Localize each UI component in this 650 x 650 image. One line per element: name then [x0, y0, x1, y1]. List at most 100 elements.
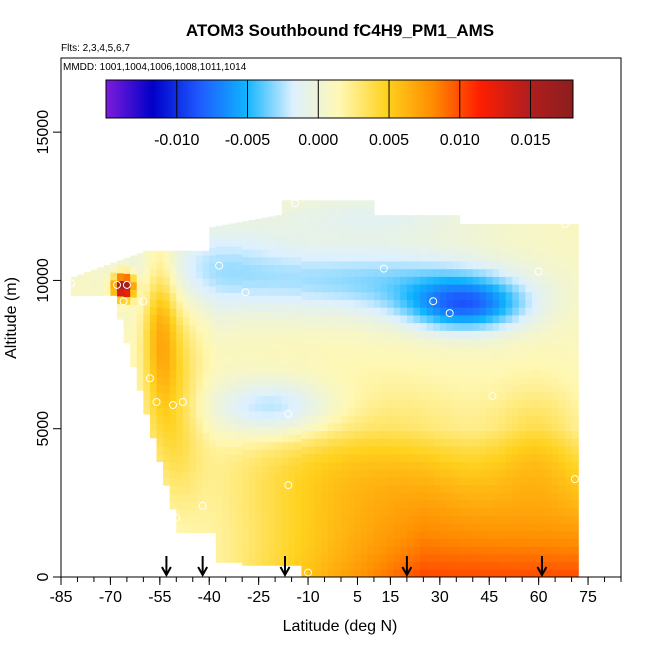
heatmap-cell: [565, 299, 573, 308]
heatmap-cell: [288, 333, 296, 343]
heatmap-cell: [123, 319, 131, 328]
heatmap-cell: [242, 256, 250, 266]
heatmap-cell: [215, 415, 224, 424]
heatmap-cell: [499, 561, 507, 570]
heatmap-cell: [248, 326, 256, 335]
heatmap-cell: [308, 430, 316, 439]
heatmap-cell: [255, 256, 263, 266]
heatmap-cell: [439, 237, 448, 247]
heatmap-cell: [294, 410, 303, 420]
heatmap-cell: [380, 353, 388, 362]
heatmap-cell: [459, 353, 467, 362]
heatmap-cell: [446, 368, 454, 378]
heatmap-cell: [301, 322, 309, 331]
heatmap-cell: [261, 441, 270, 451]
heatmap-cell: [565, 546, 573, 555]
heatmap-cell: [268, 495, 276, 505]
heatmap-cell: [347, 230, 355, 239]
heatmap-cell: [202, 285, 210, 295]
heatmap-cell: [169, 369, 177, 379]
heatmap-cell: [176, 524, 184, 534]
heatmap-cell: [314, 361, 322, 370]
heatmap-cell: [156, 337, 164, 347]
heatmap-cell: [136, 266, 144, 276]
heatmap-cell: [512, 299, 520, 308]
heatmap-cell: [420, 438, 428, 447]
heatmap-cell: [393, 361, 401, 370]
heatmap-cell: [347, 368, 355, 378]
heatmap-cell: [255, 302, 263, 312]
heatmap-cell: [209, 439, 217, 449]
heatmap-cell: [288, 441, 296, 451]
heatmap-cell: [413, 515, 421, 524]
heatmap-cell: [518, 507, 527, 516]
heatmap-cell: [176, 416, 184, 426]
heatmap-cell: [97, 287, 105, 296]
heatmap-cell: [505, 314, 513, 324]
heatmap-cell: [334, 430, 342, 439]
heatmap-cell: [413, 546, 421, 555]
heatmap-cell: [163, 384, 171, 394]
heatmap-cell: [268, 488, 276, 497]
heatmap-cell: [367, 345, 375, 354]
heatmap-cell: [532, 422, 540, 432]
heatmap-cell: [479, 283, 487, 293]
heatmap-cell: [406, 507, 415, 516]
heatmap-cell: [248, 364, 256, 373]
heatmap-cell: [314, 345, 322, 354]
heatmap-cell: [538, 376, 546, 385]
heatmap-cell: [123, 257, 131, 267]
colorbar-tick-label: -0.005: [225, 132, 270, 149]
heatmap-cell: [156, 330, 164, 339]
heatmap-cell: [70, 287, 79, 296]
heatmap-cell: [393, 291, 401, 301]
heatmap-cell: [288, 511, 296, 520]
heatmap-cell: [393, 523, 401, 532]
heatmap-cell: [459, 376, 467, 385]
heatmap-cell: [380, 283, 388, 293]
heatmap-cell: [558, 230, 566, 239]
heatmap-cell: [571, 553, 579, 563]
heatmap-cell: [558, 237, 566, 247]
heatmap-cell: [406, 561, 415, 570]
heatmap-cell: [255, 495, 263, 505]
heatmap-cell: [354, 260, 362, 270]
heatmap-cell: [308, 523, 316, 532]
heatmap-cell: [518, 461, 527, 470]
heatmap-cell: [525, 361, 533, 370]
heatmap-cell: [367, 314, 375, 324]
heatmap-cell: [406, 415, 415, 424]
heatmap-cell: [281, 225, 289, 235]
heatmap-cell: [196, 455, 204, 464]
heatmap-cell: [294, 248, 303, 258]
heatmap-cell: [545, 384, 553, 393]
heatmap-cell: [281, 218, 289, 227]
heatmap-cell: [189, 493, 197, 503]
heatmap-cell: [453, 515, 461, 524]
x-tick-label: -40: [198, 589, 221, 606]
heatmap-cell: [466, 299, 474, 308]
heatmap-cell: [97, 272, 105, 281]
heatmap-cell: [347, 546, 355, 555]
heatmap-cell: [400, 523, 408, 532]
heatmap-field: [70, 200, 579, 577]
heatmap-cell: [242, 310, 250, 319]
heatmap-cell: [571, 314, 579, 324]
heatmap-cell: [426, 407, 434, 416]
heatmap-cell: [518, 569, 527, 577]
heatmap-cell: [341, 384, 349, 393]
heatmap-cell: [268, 380, 276, 389]
heatmap-cell: [439, 523, 448, 532]
heatmap-cell: [288, 364, 296, 373]
heatmap-cell: [446, 484, 454, 493]
heatmap-cell: [406, 484, 415, 493]
heatmap-cell: [314, 214, 322, 223]
heatmap-cell: [505, 268, 513, 277]
heatmap-cell: [466, 268, 474, 277]
heatmap-cell: [571, 523, 579, 532]
heatmap-cell: [182, 393, 191, 403]
heatmap-cell: [420, 499, 428, 509]
heatmap-cell: [229, 338, 237, 347]
heatmap-cell: [367, 283, 375, 293]
heatmap-cell: [518, 523, 527, 532]
